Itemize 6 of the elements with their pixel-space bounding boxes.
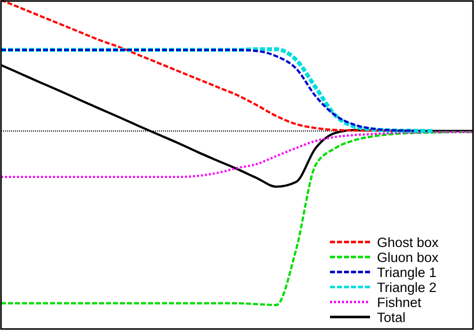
legend-label: Ghost box [377, 235, 439, 250]
legend-label: Triangle 1 [377, 265, 437, 280]
legend-label: Triangle 2 [377, 280, 437, 295]
legend-label: Total [377, 310, 406, 325]
legend-label: Gluon box [377, 250, 439, 265]
legend-label: Fishnet [377, 295, 422, 310]
